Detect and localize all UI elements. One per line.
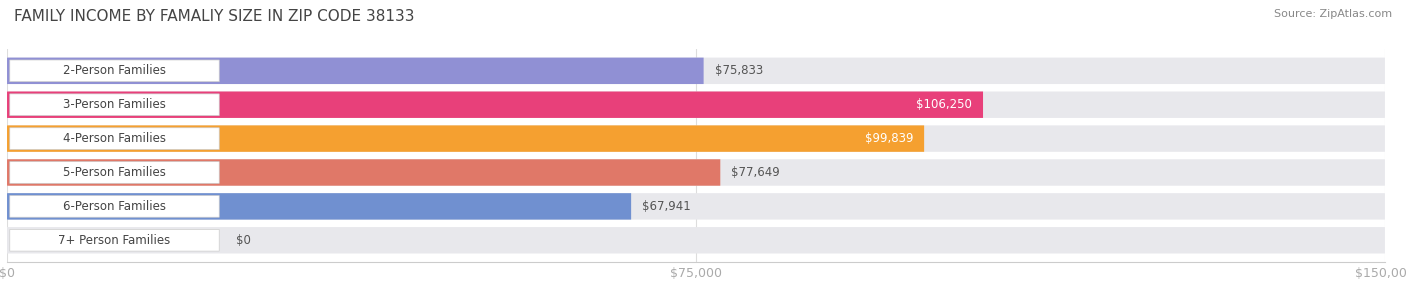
Text: $77,649: $77,649 xyxy=(731,166,780,179)
FancyBboxPatch shape xyxy=(10,196,219,217)
Text: $75,833: $75,833 xyxy=(714,64,763,77)
Text: $106,250: $106,250 xyxy=(917,98,972,111)
Text: FAMILY INCOME BY FAMALIY SIZE IN ZIP CODE 38133: FAMILY INCOME BY FAMALIY SIZE IN ZIP COD… xyxy=(14,9,415,24)
FancyBboxPatch shape xyxy=(7,193,631,220)
Text: 3-Person Families: 3-Person Families xyxy=(63,98,166,111)
Text: $0: $0 xyxy=(236,234,250,247)
Text: Source: ZipAtlas.com: Source: ZipAtlas.com xyxy=(1274,9,1392,19)
FancyBboxPatch shape xyxy=(7,227,1385,253)
FancyBboxPatch shape xyxy=(7,58,703,84)
FancyBboxPatch shape xyxy=(7,193,1385,220)
Text: $99,839: $99,839 xyxy=(865,132,912,145)
Text: 2-Person Families: 2-Person Families xyxy=(63,64,166,77)
Text: 5-Person Families: 5-Person Families xyxy=(63,166,166,179)
Text: $67,941: $67,941 xyxy=(643,200,690,213)
FancyBboxPatch shape xyxy=(7,125,924,152)
Text: 6-Person Families: 6-Person Families xyxy=(63,200,166,213)
FancyBboxPatch shape xyxy=(7,125,1385,152)
Text: 4-Person Families: 4-Person Families xyxy=(63,132,166,145)
FancyBboxPatch shape xyxy=(10,162,219,183)
FancyBboxPatch shape xyxy=(7,58,1385,84)
FancyBboxPatch shape xyxy=(7,159,720,186)
FancyBboxPatch shape xyxy=(10,229,219,251)
FancyBboxPatch shape xyxy=(10,60,219,82)
FancyBboxPatch shape xyxy=(10,128,219,149)
Text: 7+ Person Families: 7+ Person Families xyxy=(59,234,170,247)
FancyBboxPatch shape xyxy=(10,94,219,116)
FancyBboxPatch shape xyxy=(7,92,983,118)
FancyBboxPatch shape xyxy=(7,159,1385,186)
FancyBboxPatch shape xyxy=(7,92,1385,118)
